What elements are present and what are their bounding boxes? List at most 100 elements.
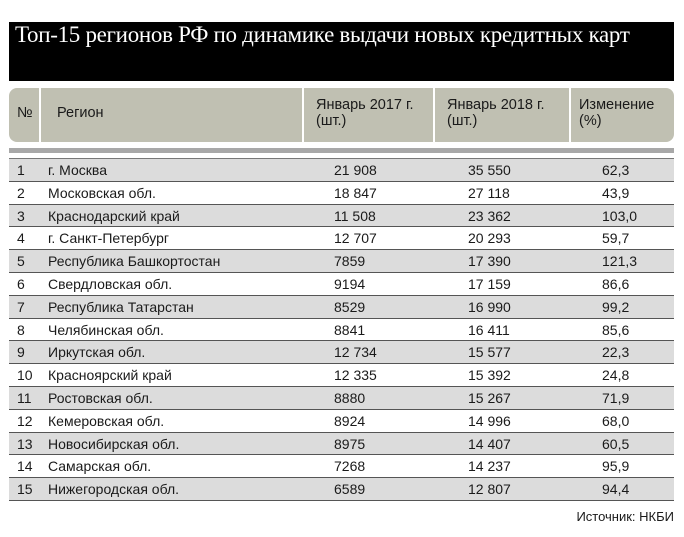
row-number: 13 xyxy=(17,435,33,452)
value-jan-2018: 15 577 xyxy=(468,344,511,361)
row-number: 8 xyxy=(17,321,25,338)
value-jan-2017: 9194 xyxy=(334,275,366,292)
row-number: 1 xyxy=(17,162,25,178)
row-number: 11 xyxy=(17,389,32,406)
value-jan-2018: 27 118 xyxy=(468,184,510,201)
change-percent: 85,6 xyxy=(602,321,630,338)
table-row: 2 Московская обл. 18 847 27 118 43,9 xyxy=(9,182,674,205)
value-jan-2018: 16 411 xyxy=(468,321,510,338)
value-jan-2017: 12 707 xyxy=(334,230,377,247)
value-jan-2018: 17 159 xyxy=(468,275,511,292)
value-jan-2017: 12 734 xyxy=(334,344,377,361)
table-row: 6 Свердловская обл. 9194 17 159 86,6 xyxy=(9,273,674,296)
change-percent: 22,3 xyxy=(602,344,630,361)
region-name: Московская обл. xyxy=(48,184,156,201)
value-jan-2017: 11 508 xyxy=(334,207,376,224)
value-jan-2018: 35 550 xyxy=(468,162,511,178)
change-percent: 60,5 xyxy=(602,435,630,452)
region-name: г. Санкт-Петербург xyxy=(48,230,169,247)
change-percent: 68,0 xyxy=(602,412,630,429)
column-header-region: Регион xyxy=(41,88,304,142)
value-jan-2018: 14 407 xyxy=(468,435,511,452)
region-name: Челябинская обл. xyxy=(48,321,164,338)
change-percent: 59,7 xyxy=(602,230,630,247)
table-row: 5 Республика Башкортостан 7859 17 390 121,3 xyxy=(9,250,674,273)
change-percent: 62,3 xyxy=(602,162,630,178)
row-number: 4 xyxy=(17,230,25,247)
value-jan-2018: 14 996 xyxy=(468,412,511,429)
row-number: 5 xyxy=(17,253,25,270)
region-name: Иркутская обл. xyxy=(48,344,146,361)
row-number: 15 xyxy=(17,481,33,498)
table-row: 13 Новосибирская обл. 8975 14 407 60,5 xyxy=(9,432,674,456)
region-name: Новосибирская обл. xyxy=(48,435,180,452)
table-row: 11 Ростовская обл. 8880 15 267 71,9 xyxy=(9,386,674,410)
table-row: 14 Самарская обл. 7268 14 237 95,9 xyxy=(9,455,674,479)
value-jan-2018: 20 293 xyxy=(468,230,511,247)
table-row: 12 Кемеровская обл. 8924 14 996 68,0 xyxy=(9,410,674,433)
region-name: Краснодарский край xyxy=(48,207,180,224)
table-row: 8 Челябинская обл. 8841 16 411 85,6 xyxy=(9,319,674,342)
row-number: 6 xyxy=(17,275,25,292)
value-jan-2017: 8924 xyxy=(334,412,366,429)
region-name: Республика Башкортостан xyxy=(48,253,221,270)
change-percent: 99,2 xyxy=(602,298,630,315)
table-row: 15 Нижегородская обл. 6589 12 807 94,4 xyxy=(9,478,674,501)
value-jan-2017: 12 335 xyxy=(334,367,377,384)
change-percent: 43,9 xyxy=(602,184,630,201)
value-jan-2017: 8975 xyxy=(334,435,366,452)
value-jan-2017: 8529 xyxy=(334,298,366,315)
region-name: Красноярский край xyxy=(48,367,172,384)
change-percent: 121,3 xyxy=(602,253,638,270)
value-jan-2018: 16 990 xyxy=(468,298,511,315)
row-number: 14 xyxy=(17,458,33,475)
value-jan-2017: 8880 xyxy=(334,389,366,406)
change-percent: 103,0 xyxy=(602,207,638,224)
table-row: 7 Республика Татарстан 8529 16 990 99,2 xyxy=(9,295,674,319)
value-jan-2018: 14 237 xyxy=(468,458,511,475)
source-note: Источник: НКБИ xyxy=(576,509,674,524)
change-percent: 94,4 xyxy=(602,481,630,498)
region-name: Республика Татарстан xyxy=(48,298,194,315)
row-number: 10 xyxy=(17,367,33,384)
row-number: 9 xyxy=(17,344,25,361)
table-body: 1 г. Москва 21 908 35 550 62,3 2 Московская об… xyxy=(9,159,674,501)
table-row: 10 Красноярский край 12 335 15 392 24,8 xyxy=(9,364,674,387)
value-jan-2018: 23 362 xyxy=(468,207,511,224)
column-header-number: № xyxy=(9,88,41,142)
column-header-change: Изменение (%) xyxy=(579,97,655,129)
value-jan-2017: 7268 xyxy=(334,458,366,475)
region-name: Кемеровская обл. xyxy=(48,412,165,429)
table-row: 3 Краснодарский край 11 508 23 362 103,0 xyxy=(9,204,674,228)
row-number: 7 xyxy=(17,298,25,315)
value-jan-2018: 15 392 xyxy=(468,367,511,384)
value-jan-2018: 17 390 xyxy=(468,253,511,270)
header-divider xyxy=(9,148,674,153)
table-row: 1 г. Москва 21 908 35 550 62,3 xyxy=(9,159,674,182)
change-percent: 86,6 xyxy=(602,275,630,292)
table-row: 9 Иркутская обл. 12 734 15 577 22,3 xyxy=(9,341,674,365)
change-percent: 24,8 xyxy=(602,367,630,384)
value-jan-2017: 7859 xyxy=(334,253,366,270)
value-jan-2018: 15 267 xyxy=(468,389,511,406)
table-row: 4 г. Санкт-Петербург 12 707 20 293 59,7 xyxy=(9,227,674,251)
table-title: Топ-15 регионов РФ по динамике выдачи но… xyxy=(9,22,674,81)
row-number: 12 xyxy=(17,412,33,429)
row-number: 2 xyxy=(17,184,25,201)
row-number: 3 xyxy=(17,207,25,224)
region-name: г. Москва xyxy=(48,162,107,178)
value-jan-2017: 6589 xyxy=(334,481,366,498)
region-name: Самарская обл. xyxy=(48,458,152,475)
value-jan-2018: 12 807 xyxy=(468,481,511,498)
column-header-jan-2017: Январь 2017 г. (шт.) xyxy=(304,88,435,142)
region-name: Свердловская обл. xyxy=(48,275,173,292)
value-jan-2017: 21 908 xyxy=(334,162,377,178)
table-header: № Регион Январь 2017 г. (шт.) Январь 201… xyxy=(9,88,674,142)
value-jan-2017: 18 847 xyxy=(334,184,377,201)
change-percent: 95,9 xyxy=(602,458,630,475)
region-name: Нижегородская обл. xyxy=(48,481,180,498)
header-rule xyxy=(9,158,674,159)
change-percent: 71,9 xyxy=(602,389,630,406)
region-name: Ростовская обл. xyxy=(48,389,153,406)
column-header-jan-2018: Январь 2018 г. (шт.) xyxy=(435,88,571,142)
